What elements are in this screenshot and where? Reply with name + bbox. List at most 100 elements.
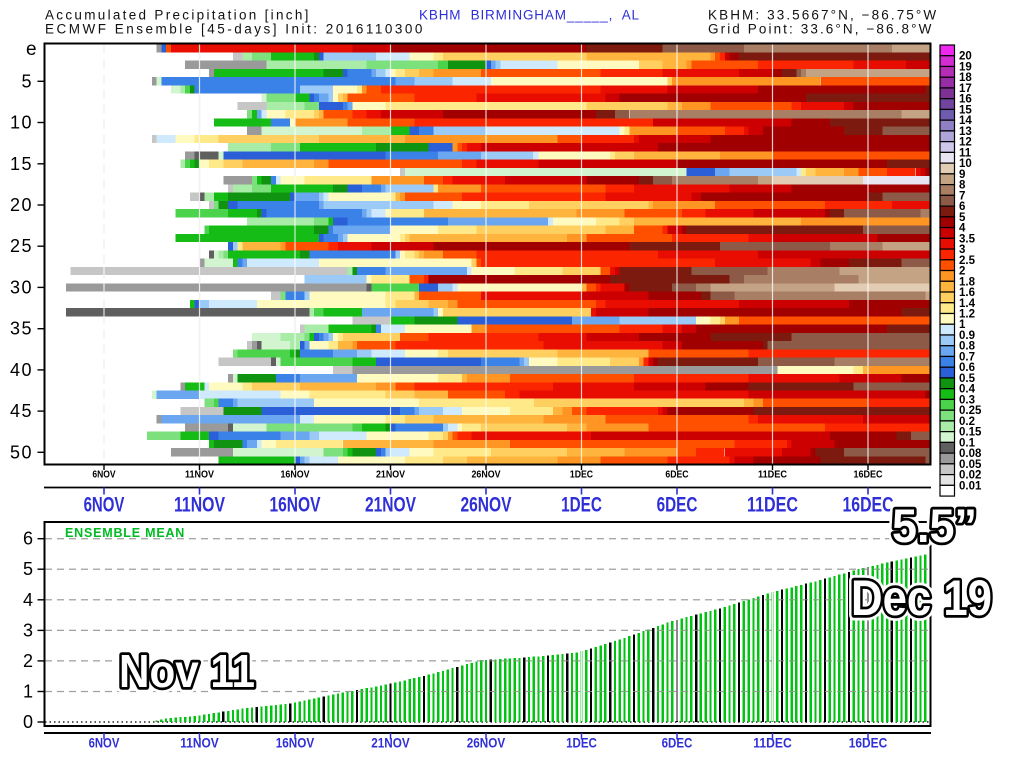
svg-text:Dec 19: Dec 19 xyxy=(851,570,992,626)
svg-text:1.4: 1.4 xyxy=(959,298,976,310)
svg-text:6DEC: 6DEC xyxy=(665,469,689,481)
svg-text:0.8: 0.8 xyxy=(959,341,976,353)
svg-text:Accumulated Precipitation [inc: Accumulated Precipitation [inch] xyxy=(45,8,311,23)
svg-text:17: 17 xyxy=(959,83,972,95)
svg-text:Dec 19: Dec 19 xyxy=(851,570,992,626)
svg-text:16DEC: 16DEC xyxy=(849,735,888,751)
svg-text:Grid Point: 33.6°N, −86.8°W: Grid Point: 33.6°N, −86.8°W xyxy=(708,22,933,37)
svg-text:0.25: 0.25 xyxy=(959,405,982,417)
svg-text:15: 15 xyxy=(10,154,33,174)
svg-text:15: 15 xyxy=(959,104,972,116)
svg-text:9: 9 xyxy=(959,169,965,181)
svg-text:3.5: 3.5 xyxy=(959,233,976,245)
svg-text:50: 50 xyxy=(10,442,33,462)
svg-text:19: 19 xyxy=(959,62,972,74)
svg-text:1DEC: 1DEC xyxy=(570,469,594,481)
svg-text:6DEC: 6DEC xyxy=(657,494,698,517)
svg-text:30: 30 xyxy=(10,277,33,297)
svg-text:14: 14 xyxy=(959,115,972,127)
svg-text:KBHM BIRMINGHAM_____, AL: KBHM BIRMINGHAM_____, AL xyxy=(419,8,640,23)
svg-text:1DEC: 1DEC xyxy=(561,494,602,517)
svg-text:21NOV: 21NOV xyxy=(365,494,416,517)
svg-text:0.2: 0.2 xyxy=(959,416,975,428)
svg-text:1.8: 1.8 xyxy=(959,276,976,288)
svg-text:0.6: 0.6 xyxy=(959,362,975,374)
svg-text:0.3: 0.3 xyxy=(959,394,975,406)
svg-text:4: 4 xyxy=(23,590,33,610)
svg-text:13: 13 xyxy=(959,126,972,138)
svg-text:35: 35 xyxy=(10,319,33,339)
svg-text:26NOV: 26NOV xyxy=(461,494,512,517)
svg-text:10: 10 xyxy=(10,113,33,133)
svg-text:Nov 11: Nov 11 xyxy=(119,645,255,697)
svg-text:12: 12 xyxy=(959,137,972,149)
svg-text:11NOV: 11NOV xyxy=(174,494,225,517)
svg-text:25: 25 xyxy=(10,236,33,256)
svg-text:5: 5 xyxy=(21,71,33,91)
svg-text:21NOV: 21NOV xyxy=(371,735,410,751)
svg-text:0.02: 0.02 xyxy=(959,470,981,482)
svg-text:1DEC: 1DEC xyxy=(566,735,597,751)
svg-text:4: 4 xyxy=(959,223,966,235)
svg-text:26NOV: 26NOV xyxy=(467,735,506,751)
svg-text:6DEC: 6DEC xyxy=(662,735,693,751)
svg-text:Nov 11: Nov 11 xyxy=(119,645,255,697)
svg-text:5.5”: 5.5” xyxy=(892,499,977,552)
svg-text:6NOV: 6NOV xyxy=(89,735,120,751)
svg-text:0.15: 0.15 xyxy=(959,427,982,439)
svg-text:7: 7 xyxy=(959,190,965,202)
svg-text:1: 1 xyxy=(23,682,33,702)
svg-text:2: 2 xyxy=(23,651,33,671)
svg-text:45: 45 xyxy=(10,401,33,421)
svg-text:KBHM: 33.5667°N, −86.75°W: KBHM: 33.5667°N, −86.75°W xyxy=(708,8,938,23)
svg-text:1.2: 1.2 xyxy=(959,309,975,321)
svg-text:6NOV: 6NOV xyxy=(92,469,115,481)
svg-text:11DEC: 11DEC xyxy=(753,735,792,751)
svg-text:40: 40 xyxy=(10,360,33,380)
svg-text:0.05: 0.05 xyxy=(959,459,982,471)
svg-text:6: 6 xyxy=(23,529,33,549)
svg-text:0: 0 xyxy=(23,712,33,732)
svg-text:1.6: 1.6 xyxy=(959,287,975,299)
svg-text:10: 10 xyxy=(959,158,972,170)
svg-text:6: 6 xyxy=(959,201,965,213)
svg-text:2: 2 xyxy=(959,266,965,278)
svg-text:ECMWF Ensemble [45-days] Init:: ECMWF Ensemble [45-days] Init: 201611030… xyxy=(45,22,425,37)
svg-text:16: 16 xyxy=(959,94,972,106)
svg-text:0.4: 0.4 xyxy=(959,384,976,396)
svg-text:0.1: 0.1 xyxy=(959,437,976,449)
svg-text:5.5”: 5.5” xyxy=(892,499,977,552)
svg-text:ENSEMBLE MEAN: ENSEMBLE MEAN xyxy=(65,526,185,540)
svg-text:16NOV: 16NOV xyxy=(276,735,315,751)
svg-text:5: 5 xyxy=(23,559,33,579)
svg-text:20: 20 xyxy=(959,51,972,63)
svg-text:20: 20 xyxy=(10,195,33,215)
svg-text:0.5: 0.5 xyxy=(959,373,976,385)
svg-text:0.7: 0.7 xyxy=(959,352,975,364)
svg-text:11NOV: 11NOV xyxy=(185,469,214,481)
svg-text:16NOV: 16NOV xyxy=(270,494,321,517)
svg-text:e: e xyxy=(26,39,37,60)
svg-text:Dec 19: Dec 19 xyxy=(851,570,992,626)
svg-text:11: 11 xyxy=(959,147,972,159)
svg-text:1: 1 xyxy=(959,319,966,331)
svg-text:3: 3 xyxy=(959,244,965,256)
svg-text:16NOV: 16NOV xyxy=(281,469,310,481)
svg-text:11DEC: 11DEC xyxy=(758,469,787,481)
svg-text:Nov 11: Nov 11 xyxy=(119,645,255,697)
svg-text:11DEC: 11DEC xyxy=(747,494,798,517)
svg-text:6NOV: 6NOV xyxy=(84,494,125,517)
svg-text:5: 5 xyxy=(959,212,966,224)
svg-text:0.08: 0.08 xyxy=(959,448,982,460)
svg-text:5.5”: 5.5” xyxy=(892,499,977,552)
svg-text:21NOV: 21NOV xyxy=(376,469,405,481)
svg-text:16DEC: 16DEC xyxy=(854,469,883,481)
svg-text:2.5: 2.5 xyxy=(959,255,976,267)
svg-text:3: 3 xyxy=(23,620,33,640)
svg-text:8: 8 xyxy=(959,180,966,192)
svg-text:0.01: 0.01 xyxy=(959,480,982,492)
svg-text:26NOV: 26NOV xyxy=(472,469,501,481)
svg-text:16DEC: 16DEC xyxy=(843,494,894,517)
svg-text:0.9: 0.9 xyxy=(959,330,975,342)
svg-text:18: 18 xyxy=(959,72,972,84)
